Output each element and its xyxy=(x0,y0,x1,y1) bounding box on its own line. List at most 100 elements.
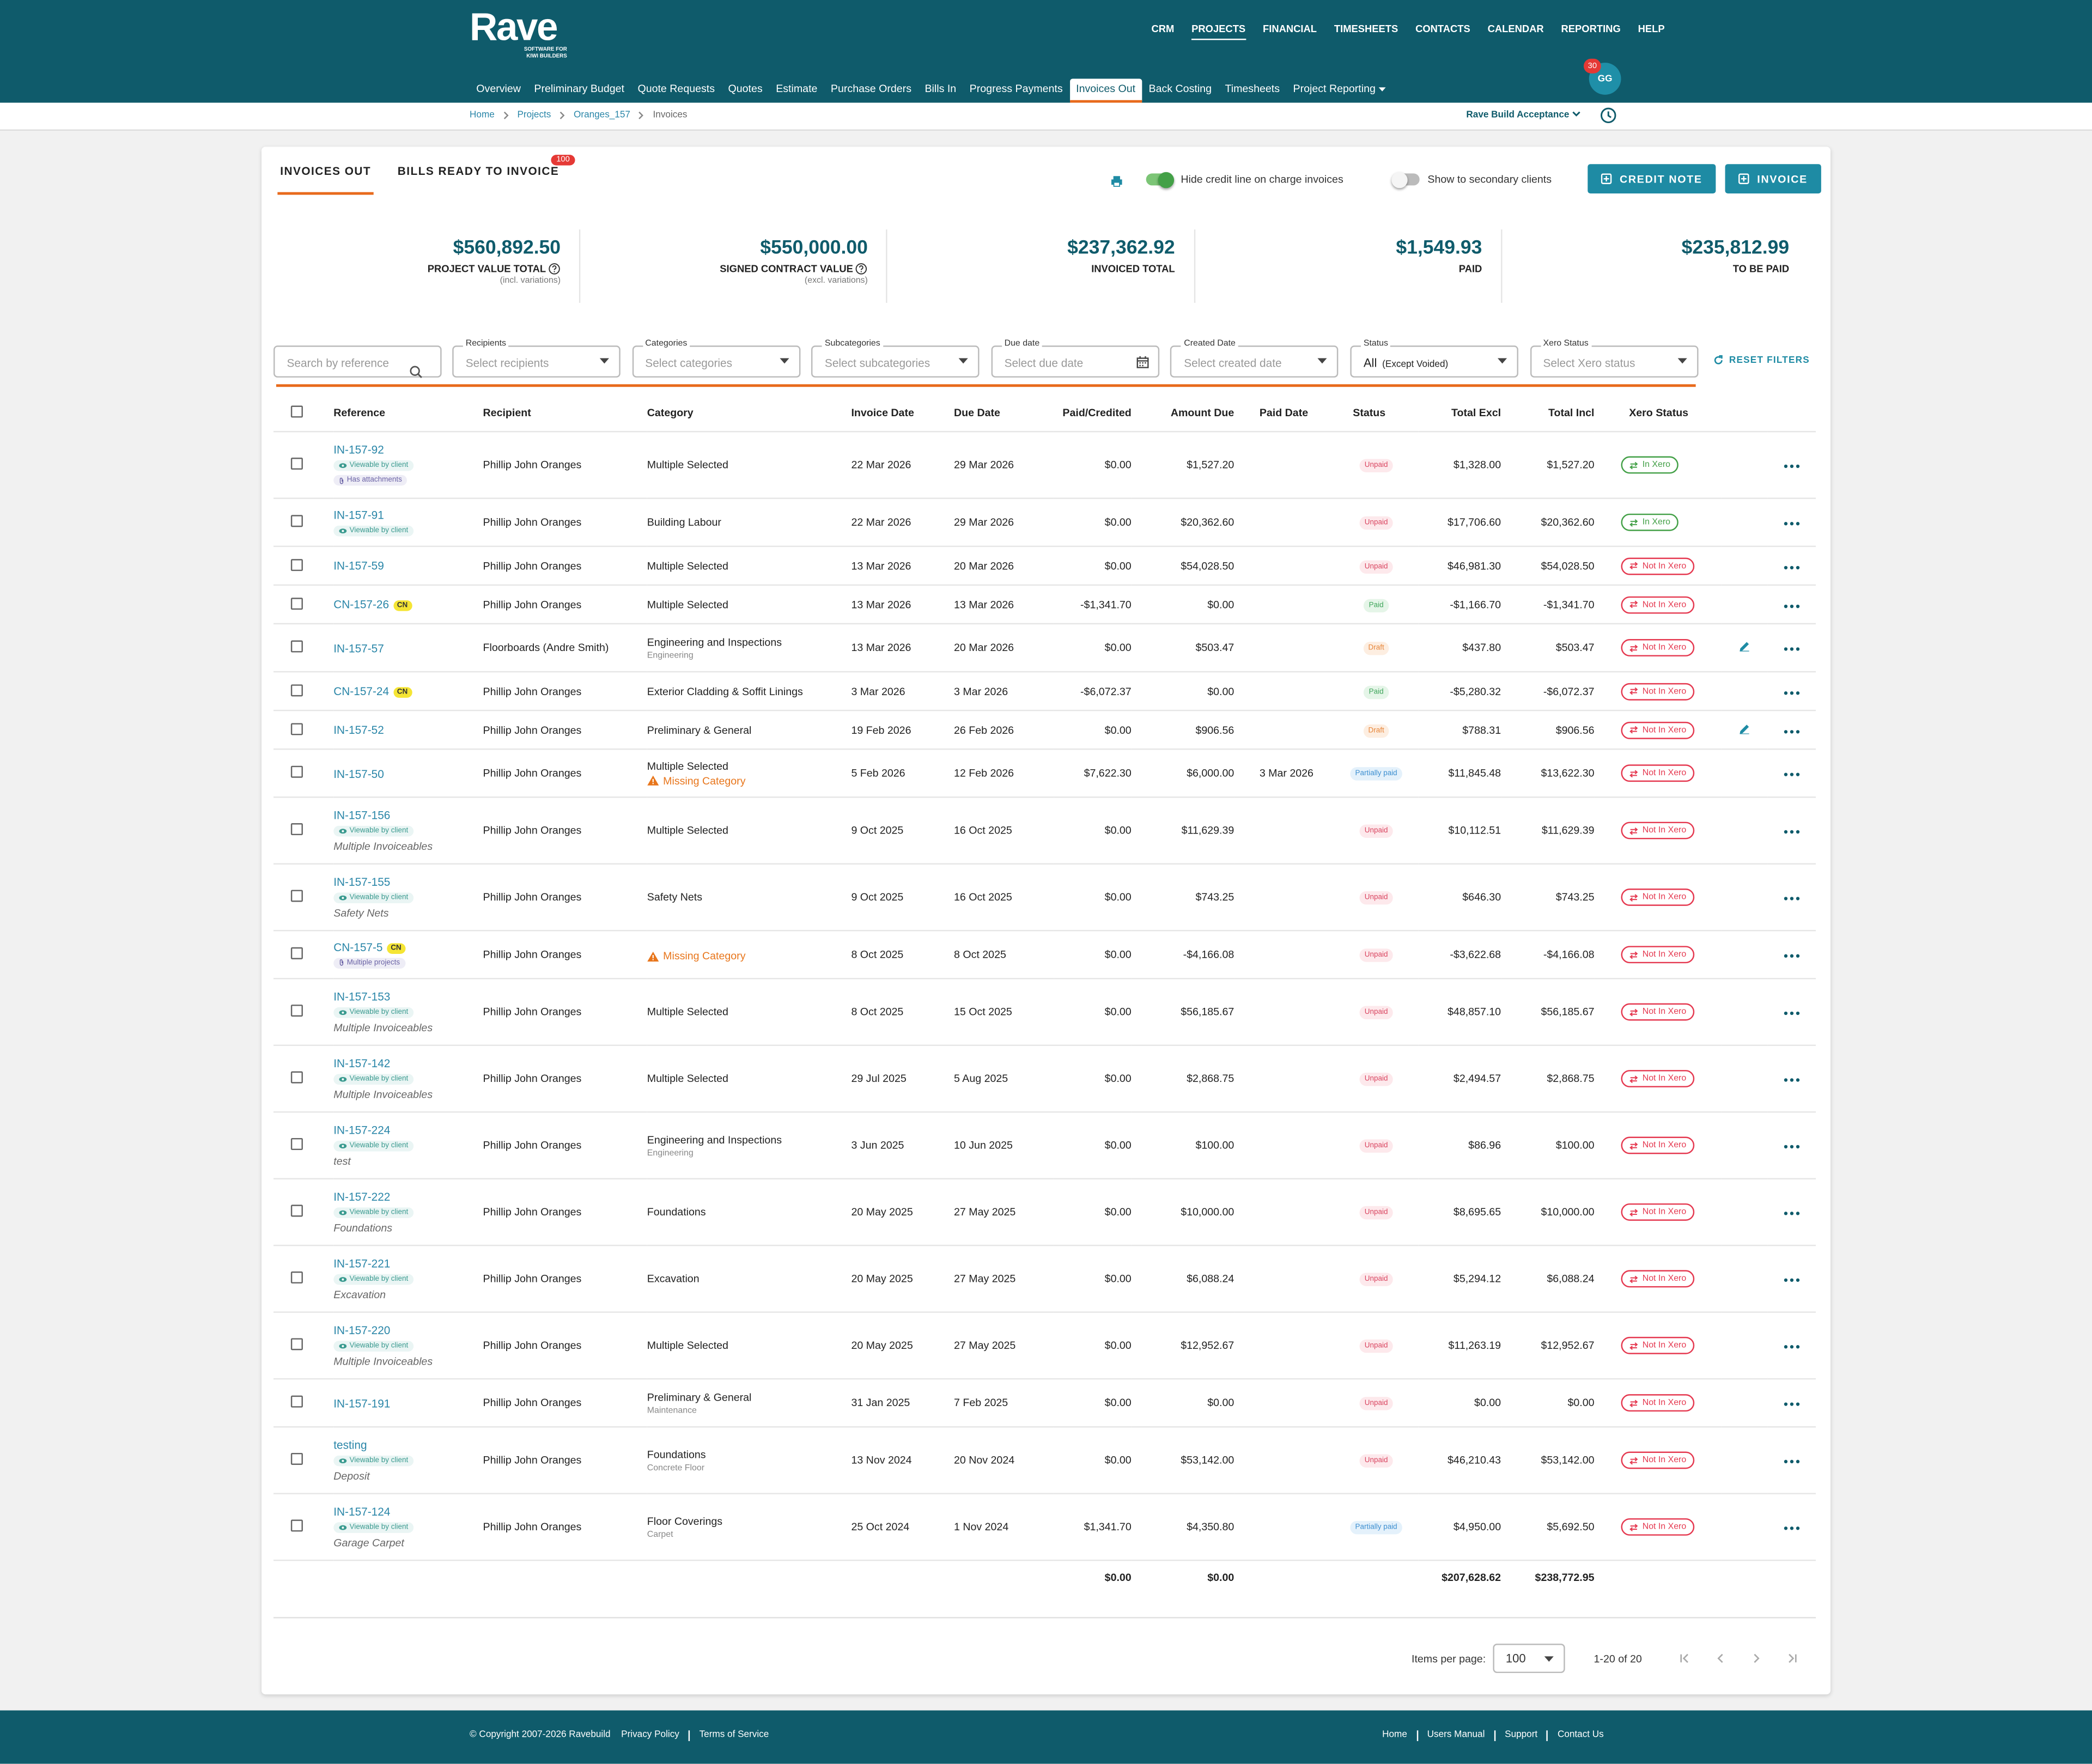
reference-link[interactable]: IN-157-191 xyxy=(333,1396,391,1410)
row-menu[interactable] xyxy=(1784,1212,1800,1215)
subnav-link[interactable]: Progress Payments xyxy=(969,82,1063,95)
subnav-link[interactable]: Estimate xyxy=(776,82,818,95)
filter-select[interactable]: Categories Select categories xyxy=(631,339,800,378)
nav-link[interactable]: PROJECTS xyxy=(1191,23,1246,40)
checkbox[interactable] xyxy=(290,722,303,735)
row-menu[interactable] xyxy=(1784,690,1800,695)
checkbox[interactable] xyxy=(290,1395,303,1408)
header-cell[interactable]: Invoice Date xyxy=(851,393,954,433)
logo[interactable]: Rave xyxy=(470,7,558,50)
checkbox[interactable] xyxy=(290,597,303,609)
row-menu[interactable] xyxy=(1784,647,1800,651)
row-menu[interactable] xyxy=(1784,1345,1800,1349)
subnav-link[interactable]: Project Reporting xyxy=(1286,78,1393,100)
filter-select[interactable]: Created Date Select created date xyxy=(1170,339,1339,378)
checkbox[interactable] xyxy=(290,1071,303,1084)
per-page-select[interactable]: 100 xyxy=(1492,1644,1565,1674)
nav-link[interactable]: CRM xyxy=(1151,22,1175,35)
project-select[interactable]: Rave Build Acceptance xyxy=(1466,111,1581,120)
reference-link[interactable]: CN-157-5 xyxy=(333,940,383,954)
header-cell[interactable]: Total Excl xyxy=(1418,393,1501,433)
checkbox[interactable] xyxy=(290,1205,303,1217)
filter-select[interactable]: Due date Select due date xyxy=(991,339,1159,378)
checkbox[interactable] xyxy=(290,890,303,902)
row-menu[interactable] xyxy=(1784,1078,1800,1082)
header-cell[interactable]: Total Incl xyxy=(1501,393,1595,433)
crumb[interactable]: Projects xyxy=(517,111,551,120)
reference-link[interactable]: IN-157-92 xyxy=(333,443,384,457)
filter-select[interactable]: Subcategories Select subcategories xyxy=(811,339,980,378)
row-menu[interactable] xyxy=(1784,1145,1800,1149)
row-menu[interactable] xyxy=(1784,1459,1800,1464)
reference-link[interactable]: CN-157-24 xyxy=(333,684,390,698)
edit-icon[interactable] xyxy=(1738,722,1750,734)
checkbox[interactable] xyxy=(290,640,303,653)
row-menu[interactable] xyxy=(1784,1402,1800,1406)
row-menu[interactable] xyxy=(1784,830,1800,834)
row-menu[interactable] xyxy=(1784,1526,1800,1530)
row-menu[interactable] xyxy=(1784,604,1800,608)
edit-icon[interactable] xyxy=(1738,641,1750,653)
header-cell[interactable]: Due Date xyxy=(954,393,1054,433)
footer-link[interactable]: Terms of Service xyxy=(689,1730,778,1741)
reference-link[interactable]: CN-157-26 xyxy=(333,598,390,611)
toggle[interactable]: Hide credit line on charge invoices xyxy=(1146,171,1343,188)
checkbox[interactable] xyxy=(290,947,303,959)
button[interactable]: CREDIT NOTE xyxy=(1588,164,1716,194)
nav-link[interactable]: REPORTING xyxy=(1561,22,1621,35)
header-cell[interactable]: Paid/Credited xyxy=(1054,393,1132,433)
subnav-link[interactable]: Overview xyxy=(476,82,521,95)
checkbox[interactable] xyxy=(290,405,303,417)
filter-select[interactable]: Status All (Except Voided) xyxy=(1350,339,1518,378)
reference-link[interactable]: IN-157-57 xyxy=(333,641,384,655)
subnav-link[interactable]: Quote Requests xyxy=(637,82,715,95)
reference-link[interactable]: IN-157-50 xyxy=(333,766,384,780)
checkbox[interactable] xyxy=(290,684,303,696)
footer-link[interactable]: Privacy Policy xyxy=(621,1730,679,1740)
reference-link[interactable]: IN-157-155 xyxy=(333,875,391,889)
checkbox[interactable] xyxy=(290,1338,303,1351)
reset-filters[interactable]: RESET FILTERS xyxy=(1713,355,1809,366)
reference-link[interactable]: IN-157-153 xyxy=(333,990,391,1003)
header-cell[interactable]: Recipient xyxy=(483,393,647,433)
search-box[interactable]: Search by reference xyxy=(273,345,442,379)
reference-link[interactable]: IN-157-52 xyxy=(333,723,384,737)
reference-link[interactable]: IN-157-59 xyxy=(333,559,384,573)
reference-link[interactable]: IN-157-224 xyxy=(333,1123,391,1137)
tab[interactable]: INVOICES OUT xyxy=(277,164,374,195)
button[interactable]: INVOICE xyxy=(1725,164,1821,194)
subnav-link[interactable]: Back Costing xyxy=(1148,82,1212,95)
checkbox[interactable] xyxy=(290,1005,303,1017)
nav-link[interactable]: TIMESHEETS xyxy=(1334,22,1398,35)
filter-select[interactable]: Xero Status Select Xero status xyxy=(1529,339,1698,378)
checkbox[interactable] xyxy=(290,823,303,836)
footer-link[interactable]: Users Manual xyxy=(1416,1730,1494,1741)
tab[interactable]: BILLS READY TO INVOICE xyxy=(397,164,560,178)
crumb[interactable]: Oranges_157 xyxy=(574,111,630,120)
toggle[interactable]: Show to secondary clients xyxy=(1391,171,1552,188)
row-menu[interactable] xyxy=(1784,1278,1800,1282)
subnav-link[interactable]: Invoices Out xyxy=(1069,78,1142,103)
row-menu[interactable] xyxy=(1784,954,1800,958)
reference-link[interactable]: IN-157-222 xyxy=(333,1190,391,1203)
reference-link[interactable]: IN-157-156 xyxy=(333,808,391,822)
row-menu[interactable] xyxy=(1784,565,1800,569)
subnav-link[interactable]: Quotes xyxy=(728,82,763,95)
header-cell[interactable]: Status xyxy=(1334,393,1419,433)
footer-link[interactable]: Contact Us xyxy=(1547,1730,1613,1741)
reference-link[interactable]: IN-157-124 xyxy=(333,1505,391,1518)
footer-link[interactable]: Home xyxy=(1382,1730,1407,1740)
nav-link[interactable]: FINANCIAL xyxy=(1263,22,1317,35)
row-menu[interactable] xyxy=(1784,729,1800,733)
header-cell[interactable]: Paid Date xyxy=(1234,393,1334,433)
reference-link[interactable]: IN-157-220 xyxy=(333,1323,391,1337)
checkbox[interactable] xyxy=(290,515,303,527)
nav-link[interactable]: HELP xyxy=(1638,22,1665,35)
footer-link[interactable]: Support xyxy=(1494,1730,1547,1741)
checkbox[interactable] xyxy=(290,458,303,470)
checkbox[interactable] xyxy=(290,1452,303,1465)
checkbox[interactable] xyxy=(290,1271,303,1284)
row-menu[interactable] xyxy=(1784,772,1800,776)
reference-link[interactable]: IN-157-142 xyxy=(333,1056,391,1070)
header-cell[interactable]: Amount Due xyxy=(1131,393,1234,433)
